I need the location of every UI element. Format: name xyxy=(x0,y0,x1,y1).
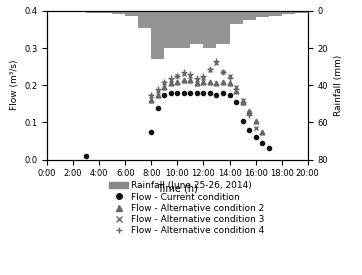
Bar xyxy=(230,11,243,24)
Bar xyxy=(282,11,295,14)
Bar xyxy=(125,11,138,16)
Bar xyxy=(112,11,125,14)
X-axis label: Time (h): Time (h) xyxy=(157,184,198,194)
Bar xyxy=(99,11,112,13)
Y-axis label: Rainfall (mm): Rainfall (mm) xyxy=(334,55,342,116)
Bar xyxy=(164,11,177,48)
Y-axis label: Flow (m³/s): Flow (m³/s) xyxy=(9,60,18,111)
Bar xyxy=(60,11,73,12)
Bar xyxy=(256,11,269,18)
Bar xyxy=(86,11,99,13)
Bar xyxy=(269,11,282,16)
Bar xyxy=(73,11,86,12)
Bar xyxy=(177,11,190,48)
Bar xyxy=(216,11,230,44)
Bar xyxy=(243,11,256,20)
Bar xyxy=(203,11,216,48)
Bar xyxy=(47,11,60,12)
Bar xyxy=(190,11,203,44)
Bar xyxy=(138,11,151,28)
Bar xyxy=(151,11,164,59)
Legend: Rainfall (June 25-26, 2014), Flow - Current condition, Flow - Alternative condit: Rainfall (June 25-26, 2014), Flow - Curr… xyxy=(106,178,268,239)
Bar xyxy=(295,11,308,13)
